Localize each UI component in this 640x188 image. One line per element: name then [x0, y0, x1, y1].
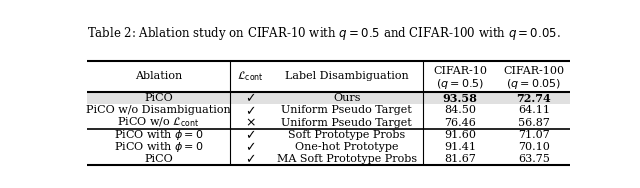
- Text: 84.50: 84.50: [444, 105, 476, 115]
- Text: CIFAR-100: CIFAR-100: [503, 66, 564, 76]
- Text: 64.11: 64.11: [518, 105, 550, 115]
- Text: PiCO with $\phi = 0$: PiCO with $\phi = 0$: [114, 128, 204, 142]
- Text: 63.75: 63.75: [518, 154, 550, 164]
- Text: CIFAR-10: CIFAR-10: [433, 66, 487, 76]
- Text: Ablation: Ablation: [135, 71, 182, 81]
- Text: $(q=0.5)$: $(q=0.5)$: [436, 77, 484, 91]
- Text: 70.10: 70.10: [518, 142, 550, 152]
- Text: 81.67: 81.67: [444, 154, 476, 164]
- Bar: [88, 92, 570, 104]
- Text: $\mathcal{L}_{\mathrm{cont}}$: $\mathcal{L}_{\mathrm{cont}}$: [237, 70, 264, 83]
- Text: One-hot Prototype: One-hot Prototype: [295, 142, 399, 152]
- Text: PiCO: PiCO: [144, 154, 173, 164]
- Text: 56.87: 56.87: [518, 118, 550, 127]
- Text: 71.07: 71.07: [518, 130, 550, 140]
- Text: $\checkmark$: $\checkmark$: [245, 104, 255, 117]
- Text: $(q=0.05)$: $(q=0.05)$: [506, 77, 561, 91]
- Text: Uniform Pseudo Target: Uniform Pseudo Target: [282, 118, 412, 127]
- Text: 91.41: 91.41: [444, 142, 476, 152]
- Text: $\checkmark$: $\checkmark$: [245, 140, 255, 153]
- Text: PiCO with $\phi = 0$: PiCO with $\phi = 0$: [114, 140, 204, 154]
- Text: Ours: Ours: [333, 93, 360, 103]
- Text: PiCO w/o Disambiguation: PiCO w/o Disambiguation: [86, 105, 231, 115]
- Text: Uniform Pseudo Target: Uniform Pseudo Target: [282, 105, 412, 115]
- Text: $\checkmark$: $\checkmark$: [245, 92, 255, 105]
- Text: Table 2: Ablation study on CIFAR-10 with $q = 0.5$ and CIFAR-100 with $q = 0.05$: Table 2: Ablation study on CIFAR-10 with…: [88, 25, 561, 42]
- Text: Label Disambiguation: Label Disambiguation: [285, 71, 409, 81]
- Text: $\times$: $\times$: [245, 116, 256, 129]
- Text: 76.46: 76.46: [444, 118, 476, 127]
- Text: 72.74: 72.74: [516, 93, 551, 104]
- Text: MA Soft Prototype Probs: MA Soft Prototype Probs: [276, 154, 417, 164]
- Text: PiCO: PiCO: [144, 93, 173, 103]
- Text: 93.58: 93.58: [443, 93, 477, 104]
- Text: Soft Prototype Probs: Soft Prototype Probs: [288, 130, 406, 140]
- Text: PiCO w/o $\mathcal{L}_{\mathrm{cont}}$: PiCO w/o $\mathcal{L}_{\mathrm{cont}}$: [117, 116, 200, 129]
- Text: $\checkmark$: $\checkmark$: [245, 128, 255, 141]
- Text: 91.60: 91.60: [444, 130, 476, 140]
- Text: $\checkmark$: $\checkmark$: [245, 152, 255, 166]
